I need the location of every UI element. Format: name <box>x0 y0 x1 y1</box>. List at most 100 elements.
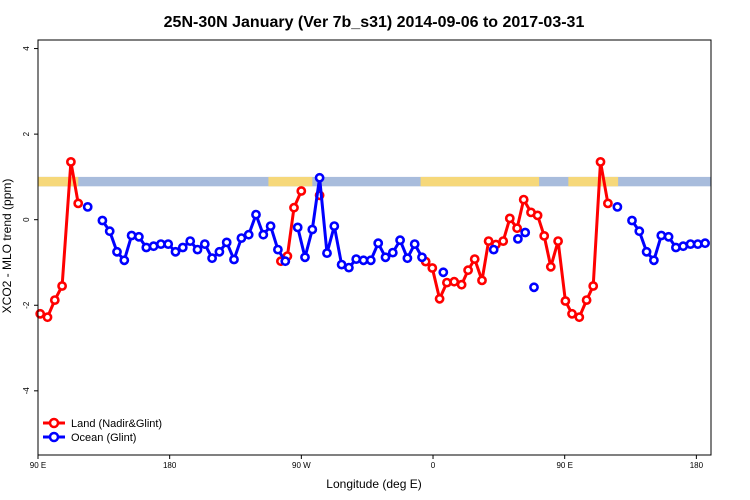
ocean-point <box>280 256 291 267</box>
land-point <box>539 230 550 241</box>
ocean-point <box>141 242 152 253</box>
legend-land-label: Land (Nadir&Glint) <box>71 418 162 430</box>
land-point <box>560 296 571 306</box>
land-point <box>483 236 494 246</box>
ocean-point <box>243 229 254 240</box>
land-band-segment <box>420 176 540 187</box>
ocean-point <box>104 226 115 237</box>
ocean-point <box>214 246 225 257</box>
ocean-point <box>612 201 623 212</box>
ocean-point <box>236 233 247 243</box>
ocean-point <box>119 255 130 266</box>
land-point <box>42 312 53 323</box>
ocean-point <box>292 222 303 233</box>
land-point <box>498 236 509 246</box>
ocean-point <box>329 221 340 231</box>
ocean-line <box>296 176 424 270</box>
land-point <box>518 194 529 205</box>
ocean-point <box>700 238 710 249</box>
y-tick-label: 0 <box>22 217 31 222</box>
y-axis-label: XCO2 - MLO trend (ppm) <box>0 179 14 314</box>
land-band-segment <box>568 176 619 187</box>
ocean-point <box>199 239 210 249</box>
land-ocean-band <box>38 176 711 187</box>
ocean-point <box>402 253 413 264</box>
ocean-point <box>343 262 354 273</box>
x-tick-label: 180 <box>163 461 177 470</box>
land-point <box>588 281 599 291</box>
x-tick-label: 90 E <box>556 461 572 470</box>
ocean-point <box>520 227 531 238</box>
ocean-point <box>265 221 276 231</box>
ocean-point <box>112 246 122 257</box>
ocean-point <box>649 255 659 266</box>
ocean-point <box>671 242 681 253</box>
land-band-segment <box>268 176 313 187</box>
series <box>35 156 710 323</box>
x-axis-label: Longitude (deg E) <box>326 477 421 491</box>
x-tick-label: 180 <box>690 461 704 470</box>
ocean-point <box>627 215 637 226</box>
land-point <box>57 281 67 291</box>
ocean-point <box>272 244 283 255</box>
land-point <box>463 265 473 276</box>
plot-frame <box>37 39 712 456</box>
ocean-point <box>221 237 232 248</box>
land-point <box>545 261 556 272</box>
land-point <box>512 223 522 234</box>
land-point <box>553 236 563 246</box>
y-tick-label: 4 <box>22 46 31 51</box>
legend: Land (Nadir&Glint) Ocean (Glint) <box>43 417 162 444</box>
land-point <box>456 279 467 290</box>
ocean-point <box>365 255 376 266</box>
x-tick-label: 90 E <box>30 461 46 470</box>
legend-ocean-marker <box>48 431 60 443</box>
y-tick-label: -4 <box>22 387 31 395</box>
land-point <box>73 198 84 209</box>
ocean-point <box>300 252 310 263</box>
land-point <box>477 275 487 286</box>
ocean-point <box>438 267 449 278</box>
ocean-point <box>192 244 203 255</box>
ocean-point <box>529 282 539 293</box>
land-point <box>296 186 307 196</box>
ocean-point <box>409 239 420 249</box>
ocean-point <box>97 215 108 226</box>
ocean-point <box>307 224 318 235</box>
legend-land-marker <box>48 417 60 429</box>
land-point <box>574 312 585 323</box>
land-point <box>532 210 543 221</box>
axes: 90 E 180 90 W 0 90 E 180 4 2 0 -2 -4 <box>22 46 704 470</box>
ocean-point <box>373 238 384 249</box>
x-tick-label: 90 W <box>292 461 311 470</box>
land-point <box>289 202 299 213</box>
land-point <box>595 156 606 167</box>
series-ocean <box>82 172 710 293</box>
land-point <box>567 308 577 319</box>
ocean-point <box>395 235 405 246</box>
ocean-point <box>163 239 174 249</box>
ocean-point <box>513 233 523 244</box>
ocean-point <box>417 252 427 263</box>
ocean-point <box>126 230 137 241</box>
land-point <box>469 254 480 264</box>
ocean-point <box>314 172 325 183</box>
ocean-point <box>656 230 667 241</box>
chart-title: 25N-30N January (Ver 7b_s31) 2014-09-06 … <box>164 14 585 31</box>
ocean-point <box>82 201 93 212</box>
ocean-point <box>351 254 362 264</box>
ocean-point <box>380 252 391 263</box>
land-band-segment <box>38 176 79 187</box>
land-point <box>427 263 438 273</box>
y-tick-label: -2 <box>22 301 31 309</box>
series-land <box>35 156 613 323</box>
land-point <box>581 295 592 305</box>
ocean-point <box>634 226 645 237</box>
land-point <box>603 198 613 209</box>
ocean-point <box>641 246 652 257</box>
ocean-point <box>229 254 239 265</box>
y-tick-label: 2 <box>22 131 31 136</box>
x-tick-label: 0 <box>431 461 436 470</box>
ocean-point <box>488 244 499 255</box>
